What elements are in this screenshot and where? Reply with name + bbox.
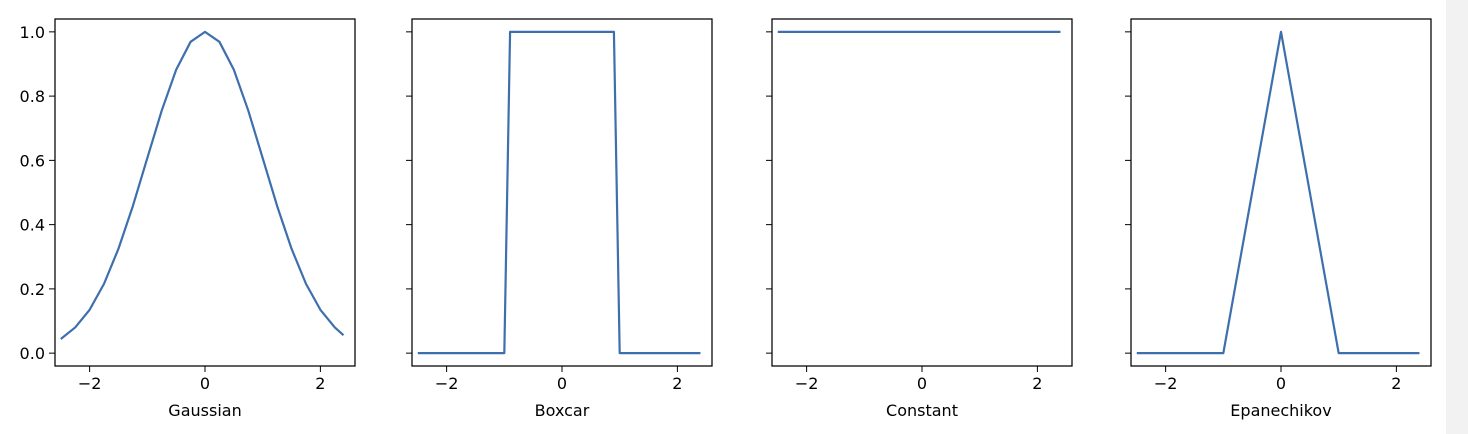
x-axis-label: Gaussian — [168, 401, 241, 420]
y-tick-label: 1.0 — [20, 23, 45, 42]
axes-frame-2 — [411, 18, 713, 367]
axes-frame-4 — [1130, 18, 1432, 367]
x-tick-label: 0 — [200, 374, 210, 393]
y-tick-label: 0.8 — [20, 87, 45, 106]
x-tick-label: 0 — [557, 374, 567, 393]
x-tick-label: −2 — [795, 374, 819, 393]
x-tick-label: 2 — [1032, 374, 1042, 393]
x-tick-label: 0 — [1276, 374, 1286, 393]
x-tick-label: −2 — [435, 374, 459, 393]
y-tick-label: 0.4 — [20, 216, 45, 235]
y-tick-label: 0.6 — [20, 151, 45, 170]
x-tick-label: −2 — [78, 374, 102, 393]
series-line-boxcar — [417, 30, 701, 355]
x-tick-label: 0 — [917, 374, 927, 393]
x-axis-label: Epanechikov — [1230, 401, 1331, 420]
x-tick-label: 2 — [672, 374, 682, 393]
axes-frame-3 — [771, 18, 1073, 367]
series-line-epanechikov — [1136, 30, 1420, 355]
x-axis-label: Boxcar — [535, 401, 590, 420]
x-tick-label: −2 — [1154, 374, 1178, 393]
axes-frame-1 — [54, 18, 356, 367]
x-tick-label: 2 — [315, 374, 325, 393]
y-tick-label: 0.0 — [20, 344, 45, 363]
series-line-gaussian — [60, 30, 345, 340]
y-tick-label: 0.2 — [20, 280, 45, 299]
x-tick-label: 2 — [1391, 374, 1401, 393]
x-axis-label: Constant — [886, 401, 958, 420]
